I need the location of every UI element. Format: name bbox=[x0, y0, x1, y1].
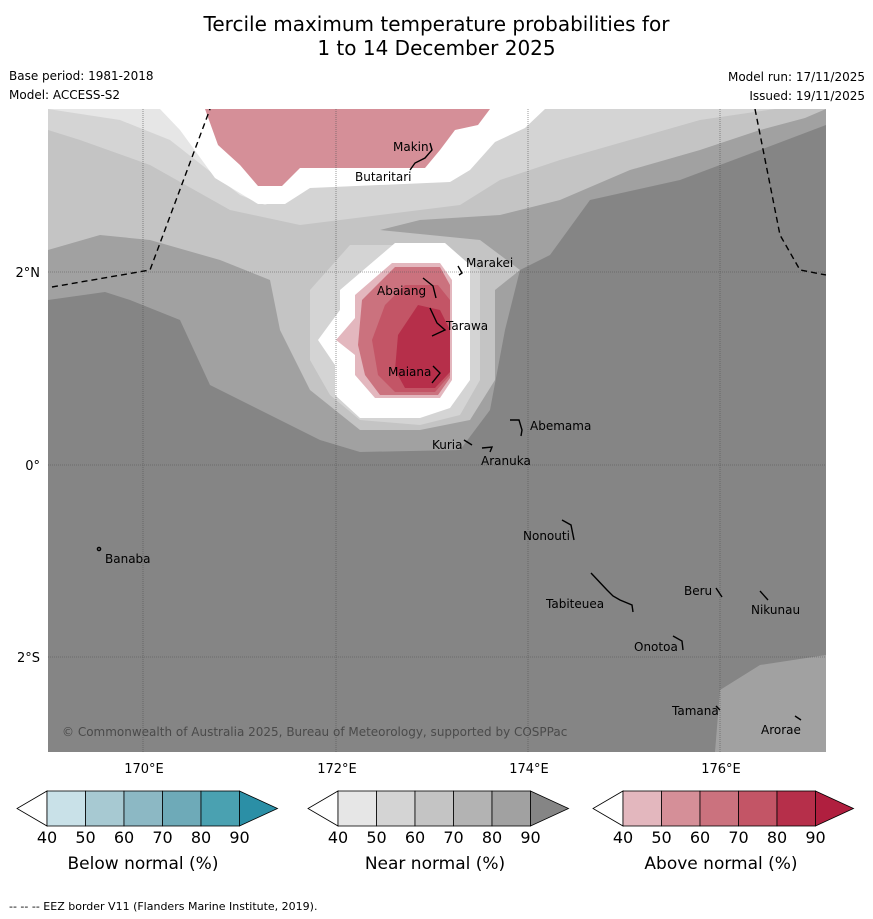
model-name: Model: ACCESS-S2 bbox=[9, 88, 121, 102]
colorbar-tick-label: 70 bbox=[443, 828, 463, 847]
colorbar-swatch bbox=[376, 790, 416, 827]
island-label-arorae: Arorae bbox=[761, 723, 801, 737]
colorbar-title-above: Above normal (%) bbox=[644, 854, 798, 874]
island-labels: Makin Butaritari Marakei Abaiang Tarawa … bbox=[105, 140, 801, 737]
colorbar-tick-label: 60 bbox=[405, 828, 425, 847]
colorbar-swatch bbox=[85, 790, 125, 827]
colorbar-tick-label: 40 bbox=[613, 828, 633, 847]
colorbar-swatch bbox=[337, 790, 377, 827]
colorbar-extend-low bbox=[307, 790, 339, 827]
colorbar-swatch bbox=[200, 790, 240, 827]
colorbar-swatch bbox=[123, 790, 163, 827]
above-normal-90-region bbox=[395, 305, 450, 388]
lon-label-174e: 174°E bbox=[509, 762, 549, 777]
near-normal-80-region-south bbox=[715, 655, 826, 752]
colorbar-tick-label: 70 bbox=[728, 828, 748, 847]
island-label-butaritari: Butaritari bbox=[355, 170, 412, 184]
island-label-nonouti: Nonouti bbox=[523, 529, 570, 543]
colorbar-tick-label: 90 bbox=[229, 828, 249, 847]
colorbar-tick-label: 90 bbox=[520, 828, 540, 847]
colorbar-swatch bbox=[699, 790, 739, 827]
model-run: Model run: 17/11/2025 bbox=[727, 70, 865, 84]
issued-date: Issued: 19/11/2025 bbox=[749, 89, 865, 103]
title-line-1: Tercile maximum temperature probabilitie… bbox=[203, 12, 670, 36]
lon-label-176e: 176°E bbox=[701, 762, 741, 777]
colorbar-tick-label: 50 bbox=[75, 828, 95, 847]
colorbar-tick-label: 50 bbox=[366, 828, 386, 847]
eez-footnote: -- -- -- EEZ border V11 (Flanders Marine… bbox=[9, 900, 318, 913]
colorbar-extend-low bbox=[592, 790, 624, 827]
island-label-beru: Beru bbox=[684, 584, 712, 598]
colorbar-tick-label: 50 bbox=[651, 828, 671, 847]
colorbar-above-normal: 40 50 60 70 80 90 bbox=[592, 790, 855, 847]
island-label-maiana: Maiana bbox=[388, 365, 431, 379]
colorbar-swatch bbox=[46, 790, 86, 827]
base-period: Base period: 1981-2018 bbox=[9, 69, 154, 83]
island-label-banaba: Banaba bbox=[105, 552, 151, 566]
probability-map: Makin Butaritari Marakei Abaiang Tarawa … bbox=[16, 109, 826, 777]
island-label-abemama: Abemama bbox=[530, 419, 591, 433]
colorbar-extend-high bbox=[530, 790, 570, 827]
copyright-notice: © Commonwealth of Australia 2025, Bureau… bbox=[62, 725, 567, 739]
lat-label-0: 0° bbox=[25, 459, 40, 474]
colorbar-tick-label: 40 bbox=[37, 828, 57, 847]
island-label-onotoa: Onotoa bbox=[634, 640, 678, 654]
colorbar-below-normal: 40 50 60 70 80 90 bbox=[16, 790, 279, 847]
colorbar-swatch bbox=[491, 790, 531, 827]
colorbar-tick-label: 90 bbox=[805, 828, 825, 847]
colorbar-swatch bbox=[453, 790, 493, 827]
island-label-tamana: Tamana bbox=[671, 704, 719, 718]
map-title: Tercile maximum temperature probabilitie… bbox=[0, 12, 873, 60]
island-label-makin: Makin bbox=[393, 140, 429, 154]
colorbar-tick-label: 80 bbox=[191, 828, 211, 847]
colorbar-extend-high bbox=[815, 790, 855, 827]
lon-label-170e: 170°E bbox=[124, 762, 164, 777]
island-label-aranuka: Aranuka bbox=[481, 454, 531, 468]
colorbar-extend-high bbox=[239, 790, 279, 827]
title-line-2: 1 to 14 December 2025 bbox=[317, 36, 556, 60]
colorbar-near-normal: 40 50 60 70 80 90 bbox=[307, 790, 570, 847]
colorbar-tick-label: 70 bbox=[152, 828, 172, 847]
colorbar-swatch bbox=[622, 790, 662, 827]
colorbar-extend-low bbox=[16, 790, 48, 827]
axis-labels: 2°N 0° 2°S 170°E 172°E 174°E 176°E bbox=[16, 266, 741, 777]
colorbar-tick-label: 80 bbox=[482, 828, 502, 847]
colorbar-swatch bbox=[661, 790, 701, 827]
above-normal-north-region bbox=[205, 109, 490, 186]
colorbar-tick-label: 40 bbox=[328, 828, 348, 847]
colorbar-title-near: Near normal (%) bbox=[364, 854, 506, 874]
lon-label-172e: 172°E bbox=[317, 762, 357, 777]
island-label-tarawa: Tarawa bbox=[445, 319, 488, 333]
lat-label-2n: 2°N bbox=[16, 266, 41, 281]
colorbar-title-below: Below normal (%) bbox=[67, 854, 219, 874]
colorbar-swatch bbox=[776, 790, 816, 827]
island-outlines bbox=[96, 142, 802, 721]
colorbar-swatch bbox=[414, 790, 454, 827]
island-label-marakei: Marakei bbox=[466, 256, 513, 270]
colorbar-swatch bbox=[738, 790, 778, 827]
map-contours: Makin Butaritari Marakei Abaiang Tarawa … bbox=[48, 109, 826, 752]
lat-label-2s: 2°S bbox=[17, 651, 40, 666]
island-label-nikunau: Nikunau bbox=[751, 603, 800, 617]
island-label-kuria: Kuria bbox=[432, 438, 463, 452]
graticule bbox=[48, 109, 826, 752]
island-label-tabiteuea: Tabiteuea bbox=[545, 597, 604, 611]
colorbar-tick-label: 80 bbox=[767, 828, 787, 847]
colorbar-tick-label: 60 bbox=[114, 828, 134, 847]
colorbar-swatch bbox=[162, 790, 202, 827]
colorbar-tick-label: 60 bbox=[690, 828, 710, 847]
island-label-abaiang: Abaiang bbox=[377, 284, 426, 298]
eez-border bbox=[51, 109, 826, 288]
